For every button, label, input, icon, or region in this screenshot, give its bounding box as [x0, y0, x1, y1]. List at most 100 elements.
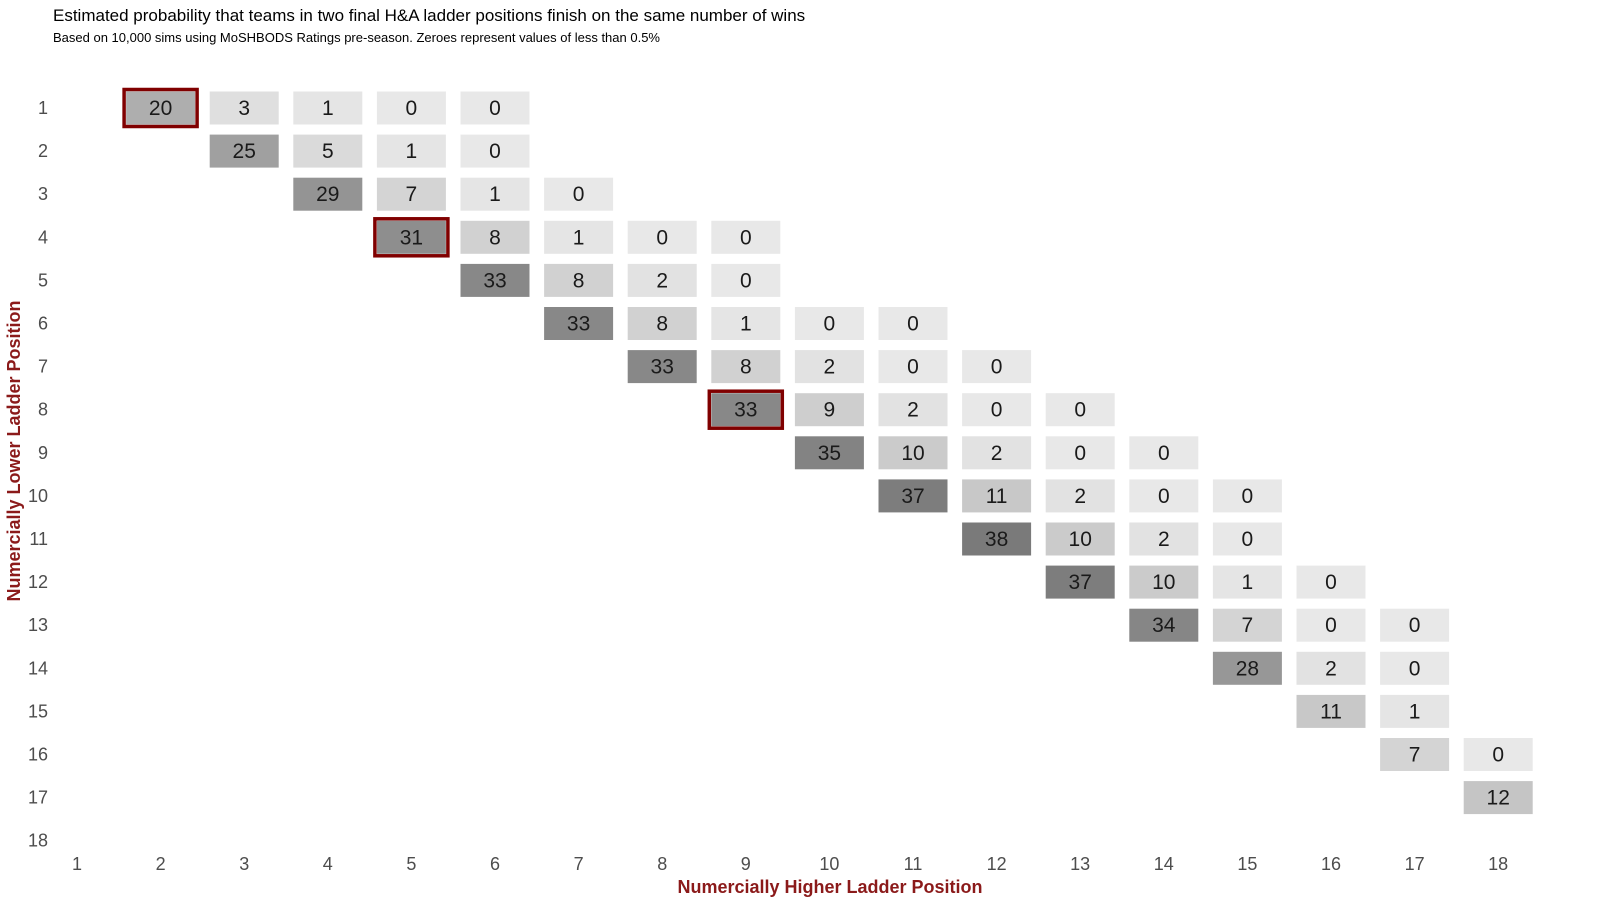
y-tick-label: 9	[38, 443, 48, 463]
cell-value-label: 0	[1242, 485, 1254, 508]
cell-value-label: 2	[824, 356, 836, 379]
cell-value-label: 0	[1325, 614, 1337, 637]
heatmap-cell-rect	[1212, 608, 1282, 642]
y-tick-label: 5	[38, 270, 48, 290]
heatmap-cell-rect	[1380, 694, 1450, 728]
cell-value-label: 5	[322, 140, 334, 163]
cell-value-label: 11	[1320, 700, 1342, 723]
cell-value-label: 8	[740, 356, 752, 379]
heatmap-cell-rect	[962, 522, 1032, 556]
heatmap-cell-rect	[460, 177, 530, 211]
heatmap-cell: 0	[711, 220, 781, 254]
cell-value-label: 38	[985, 528, 1008, 551]
highlight-border	[122, 87, 199, 129]
heatmap-cell-rect	[293, 134, 363, 168]
heatmap-cell: 2	[1129, 522, 1199, 556]
cell-value-label: 33	[734, 399, 757, 422]
cell-value-label: 10	[901, 442, 924, 465]
x-tick-label: 8	[657, 854, 667, 874]
cell-value-label: 1	[489, 183, 501, 206]
cell-value-label: 0	[1409, 657, 1421, 680]
heatmap-cell-rect	[878, 436, 948, 470]
heatmap-cell-rect	[962, 479, 1032, 513]
heatmap-cell: 33	[460, 263, 530, 297]
heatmap-cell: 33	[544, 307, 614, 340]
heatmap-cell: 0	[1129, 479, 1199, 513]
cell-value-label: 34	[1152, 614, 1176, 637]
heatmap-cell: 33	[627, 350, 697, 384]
heatmap-cell: 0	[1380, 651, 1450, 685]
heatmap-cell: 8	[627, 307, 697, 340]
heatmap-cell: 8	[544, 263, 614, 297]
heatmap-cell: 0	[962, 393, 1032, 427]
cell-value-label: 0	[991, 356, 1003, 379]
cell-value-label: 10	[1069, 528, 1092, 551]
heatmap-cell-rect	[1129, 608, 1199, 642]
cell-value-label: 28	[1236, 657, 1259, 680]
cell-value-label: 1	[1242, 571, 1254, 594]
heatmap-cell-rect	[1045, 522, 1115, 556]
x-tick-label: 13	[1070, 854, 1090, 874]
x-axis-ticks: 1 2 3 4 5 6 7 8 9 10 11 12 13 14 15 16 17 18	[72, 854, 1508, 874]
cell-value-label: 0	[1074, 399, 1086, 422]
y-tick-label: 6	[38, 314, 48, 334]
heatmap-cell-rect	[460, 263, 530, 297]
heatmap-cell-rect	[1129, 436, 1199, 470]
x-tick-label: 14	[1154, 854, 1174, 874]
heatmap-cell-rect	[1463, 781, 1533, 815]
x-tick-label: 16	[1321, 854, 1341, 874]
heatmap-cell-rect	[627, 263, 697, 297]
cell-value-label: 9	[824, 399, 836, 422]
heatmap-cell: 0	[1212, 522, 1282, 556]
cell-value-label: 0	[740, 226, 752, 249]
y-tick-label: 10	[28, 486, 48, 506]
x-tick-label: 12	[987, 854, 1007, 874]
chart-title: Estimated probability that teams in two …	[53, 6, 806, 25]
cell-value-label: 31	[400, 226, 423, 249]
heatmap-cell: 2	[1045, 479, 1115, 513]
cell-value-label: 2	[1074, 485, 1086, 508]
y-tick-label: 3	[38, 184, 48, 204]
heatmap-cell-rect	[376, 91, 446, 125]
cell-value-label: 2	[907, 399, 919, 422]
heatmap-cell: 1	[376, 134, 446, 168]
heatmap-cell-rect	[1380, 738, 1450, 771]
heatmap-cell-rect	[1380, 608, 1450, 642]
cell-value-label: 0	[1242, 528, 1254, 551]
heatmap-cell: 0	[1212, 479, 1282, 513]
cell-value-label: 11	[986, 485, 1008, 508]
y-tick-label: 18	[28, 831, 48, 851]
heatmap-cell-rect	[376, 220, 446, 254]
heatmap-cell: 0	[794, 307, 864, 340]
cell-value-label: 20	[149, 97, 172, 120]
y-tick-label: 12	[28, 572, 48, 592]
heatmap-cell-rect	[209, 134, 279, 168]
cell-value-label: 1	[1409, 700, 1421, 723]
heatmap-cell: 33	[707, 389, 785, 430]
heatmap-cell: 0	[376, 91, 446, 125]
cell-value-label: 0	[1325, 571, 1337, 594]
heatmap-cell-rect	[627, 220, 697, 254]
cell-value-label: 3	[238, 97, 250, 120]
heatmap-cell: 0	[627, 220, 697, 254]
heatmap-cell: 20	[122, 87, 199, 129]
y-tick-label: 13	[28, 615, 48, 635]
heatmap-cell-rect	[1212, 565, 1282, 599]
heatmap-cell-rect	[460, 220, 530, 254]
heatmap-cell: 0	[962, 350, 1032, 384]
heatmap-cell: 7	[1380, 738, 1450, 771]
y-tick-label: 17	[28, 788, 48, 808]
heatmap-cell-rect	[711, 393, 781, 427]
heatmap-cell: 3	[209, 91, 279, 125]
heatmap-cell: 34	[1129, 608, 1199, 642]
cell-value-label: 1	[740, 313, 752, 336]
cell-value-label: 0	[1074, 442, 1086, 465]
heatmap-cell-rect	[126, 91, 196, 125]
heatmap-cell-rect	[878, 307, 948, 340]
heatmap-cell: 31	[373, 217, 450, 258]
cell-value-label: 0	[907, 356, 919, 379]
x-tick-label: 11	[904, 854, 923, 874]
heatmap-cell-rect	[962, 436, 1032, 470]
cell-value-label: 37	[1069, 571, 1092, 594]
y-tick-label: 2	[38, 141, 48, 161]
